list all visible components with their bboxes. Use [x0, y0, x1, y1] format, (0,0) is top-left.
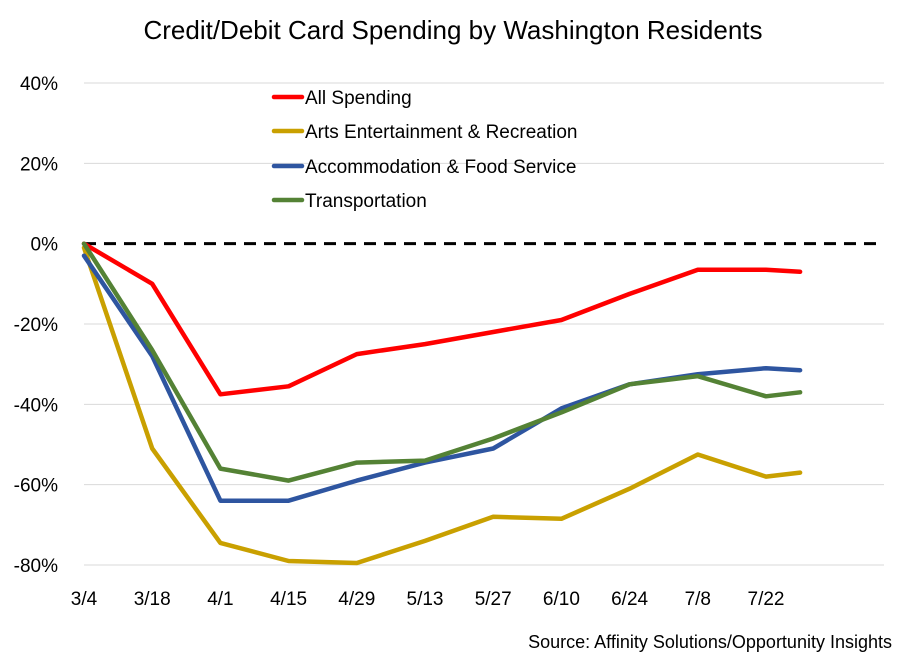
source-note: Source: Affinity Solutions/Opportunity I… — [528, 632, 892, 652]
gridlines — [84, 82, 884, 566]
y-tick-label: -20% — [14, 315, 58, 336]
x-tick-label: 4/29 — [338, 589, 375, 610]
legend-entry: All Spending — [271, 88, 412, 109]
series-line — [81, 245, 803, 566]
x-tick-label: 3/4 — [71, 589, 98, 610]
legend-label: All Spending — [305, 88, 412, 109]
x-tick-label: 6/10 — [543, 589, 580, 610]
x-tick-label: 4/1 — [207, 589, 233, 610]
x-axis-ticks: 3/4 3/18 4/1 4/15 4/29 5/13 5/27 6/10 6/24 7/8 7/2… — [71, 589, 785, 610]
legend-entry: Accommodation & Food Service — [271, 157, 576, 178]
x-tick-label: 5/13 — [407, 589, 444, 610]
legend-label: Arts Entertainment & Recreation — [305, 122, 577, 143]
x-tick-label: 4/15 — [270, 589, 307, 610]
legend: All Spending Arts Entertainment & Recreat… — [271, 88, 577, 212]
y-tick-label: -80% — [14, 556, 58, 577]
series-line — [81, 241, 803, 483]
x-tick-label: 5/27 — [475, 589, 512, 610]
chart-title: Credit/Debit Card Spending by Washington… — [143, 15, 762, 45]
legend-entry: Arts Entertainment & Recreation — [271, 122, 577, 143]
x-tick-label: 6/24 — [611, 589, 648, 610]
legend-label: Accommodation & Food Service — [305, 157, 576, 178]
x-tick-label: 7/22 — [748, 589, 785, 610]
x-tick-label: 7/8 — [685, 589, 711, 610]
y-tick-label: 20% — [20, 154, 58, 175]
y-tick-label: -40% — [14, 395, 58, 416]
y-tick-label: 40% — [20, 74, 58, 95]
y-tick-label: 0% — [31, 235, 59, 256]
x-tick-label: 3/18 — [134, 589, 171, 610]
y-tick-label: -60% — [14, 476, 58, 497]
series-line — [81, 253, 803, 503]
series-line — [81, 241, 803, 397]
legend-label: Transportation — [305, 191, 427, 212]
y-axis-ticks: -80% -60% -40% -20% 0% 20% 40% — [14, 74, 58, 577]
series-lines — [81, 241, 803, 566]
legend-entry: Transportation — [271, 191, 427, 212]
